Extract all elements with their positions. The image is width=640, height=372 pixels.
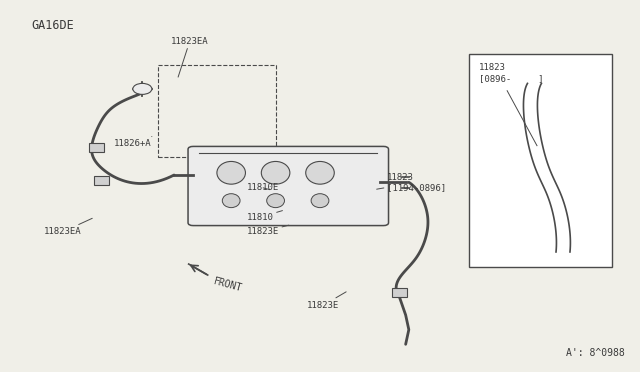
Ellipse shape xyxy=(306,161,334,184)
Text: 11823EA: 11823EA xyxy=(171,37,209,77)
Text: 11810E: 11810E xyxy=(247,183,279,192)
Ellipse shape xyxy=(261,161,290,184)
Text: 11810: 11810 xyxy=(247,211,282,222)
Ellipse shape xyxy=(267,194,284,208)
Bar xyxy=(93,176,109,185)
Ellipse shape xyxy=(217,161,246,184)
Text: 11823
[1194-0896]: 11823 [1194-0896] xyxy=(377,173,445,192)
Text: 11826+A: 11826+A xyxy=(114,137,152,148)
Circle shape xyxy=(133,83,152,94)
Text: 11823E: 11823E xyxy=(307,292,346,310)
Bar xyxy=(158,65,276,157)
Ellipse shape xyxy=(311,194,329,208)
Bar xyxy=(392,288,407,296)
FancyBboxPatch shape xyxy=(188,147,388,225)
Text: 11823
[0896-     ]: 11823 [0896- ] xyxy=(479,63,543,83)
Text: 11823E: 11823E xyxy=(247,225,289,236)
Bar xyxy=(469,54,612,267)
Text: A': 8^0988: A': 8^0988 xyxy=(566,348,625,358)
Bar xyxy=(89,143,104,152)
Ellipse shape xyxy=(222,194,240,208)
Text: 11823EA: 11823EA xyxy=(44,218,92,236)
Text: FRONT: FRONT xyxy=(212,276,243,294)
Text: GA16DE: GA16DE xyxy=(31,19,74,32)
